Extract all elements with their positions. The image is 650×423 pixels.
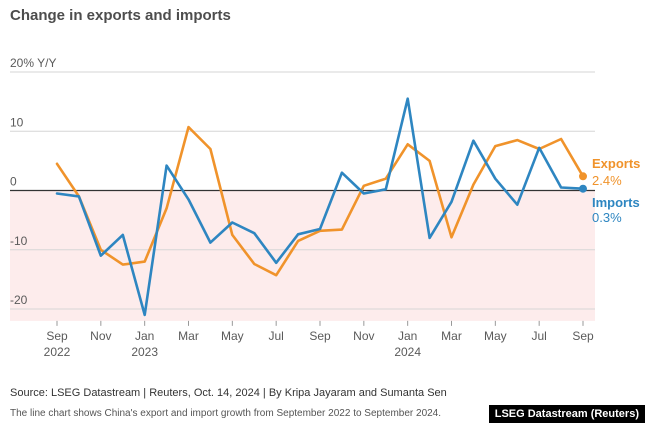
x-tick-label: Nov [353, 329, 374, 343]
y-tick-label: 10 [10, 115, 24, 129]
exports-line [55, 125, 585, 277]
imports-last-value: 0.3% [592, 210, 622, 225]
chart-description: The line chart shows China's export and … [10, 408, 442, 419]
negative-band [10, 190, 595, 321]
exports-series-label: Exports [592, 156, 640, 171]
brand-badge: LSEG Datastream (Reuters) [488, 405, 645, 423]
x-tick-label: Jul [268, 329, 283, 343]
x-tick-label: Jan [398, 329, 417, 343]
x-axis: Sep 2022 Nov Jan 2023 Mar May Jul Sep Nov Jan 2024 M… [44, 320, 594, 359]
y-tick-label: -20 [10, 293, 28, 307]
x-tick-label: May [484, 329, 507, 343]
y-tick-label: 20% Y/Y [10, 56, 56, 70]
x-tick-label: May [221, 329, 244, 343]
x-tick-label: Sep [572, 329, 594, 343]
x-year-label: 2023 [131, 345, 158, 359]
x-tick-label: Jan [135, 329, 154, 343]
imports-series-label: Imports [592, 195, 640, 210]
series-lines [55, 97, 585, 317]
y-tick-label: -10 [10, 234, 28, 248]
x-tick-label: Sep [309, 329, 331, 343]
chart-title: Change in exports and imports [10, 7, 231, 24]
gridlines [10, 71, 595, 310]
y-tick-label: 0 [10, 175, 17, 189]
y-axis-ticks: 20% Y/Y 10 0 -10 -20 [10, 56, 56, 307]
x-year-label: 2024 [394, 345, 421, 359]
imports-line [55, 97, 585, 317]
x-tick-label: Jul [531, 329, 546, 343]
line-chart: 20% Y/Y 10 0 -10 -20 Sep 2022 Nov Jan 2023 Mar May… [10, 56, 640, 359]
exports-end-marker [579, 172, 587, 181]
imports-end-marker [579, 184, 587, 193]
x-year-label: 2022 [44, 345, 71, 359]
x-tick-label: Mar [441, 329, 462, 343]
exports-last-value: 2.4% [592, 173, 622, 188]
x-tick-label: Mar [178, 329, 199, 343]
source-note: Source: LSEG Datastream | Reuters, Oct. … [10, 387, 447, 399]
x-tick-label: Nov [90, 329, 111, 343]
x-tick-label: Sep [46, 329, 68, 343]
